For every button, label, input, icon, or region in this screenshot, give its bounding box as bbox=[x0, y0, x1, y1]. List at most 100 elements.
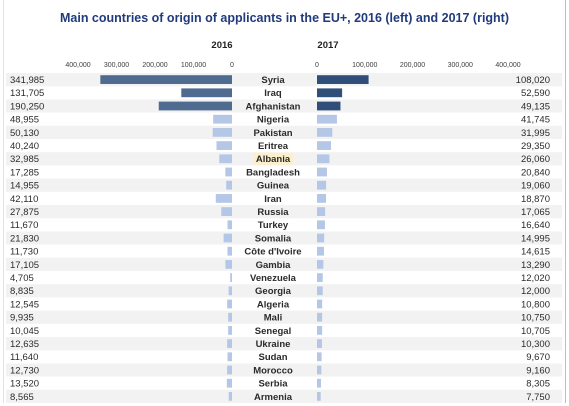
value-label-2017: 108,020 bbox=[516, 75, 550, 86]
bar-2016 bbox=[216, 141, 232, 150]
bar-2017 bbox=[317, 141, 332, 150]
category-label: Mali bbox=[264, 313, 282, 324]
bar-2017 bbox=[317, 101, 341, 111]
value-label-2016: 17,105 bbox=[10, 260, 39, 271]
value-label-2017: 49,135 bbox=[521, 101, 550, 112]
bar-2016 bbox=[227, 352, 232, 362]
bar-2017 bbox=[317, 246, 324, 256]
highlight-marker bbox=[253, 152, 293, 165]
bar-2017 bbox=[317, 114, 337, 124]
bar-2016 bbox=[213, 114, 232, 124]
value-label-2016: 12,635 bbox=[10, 339, 39, 350]
right-axis-tick: 300,000 bbox=[448, 62, 473, 69]
bar-2017 bbox=[317, 207, 326, 216]
bar-2017 bbox=[317, 180, 327, 190]
value-label-2016: 40,240 bbox=[10, 141, 39, 152]
row-stripe bbox=[6, 257, 562, 271]
bar-2017 bbox=[317, 128, 333, 137]
value-label-2017: 10,300 bbox=[521, 339, 550, 350]
value-label-2017: 29,350 bbox=[521, 141, 550, 152]
category-label: Côte d'Ivoire bbox=[244, 247, 301, 258]
category-label: Syria bbox=[261, 75, 285, 86]
bar-2016 bbox=[227, 220, 232, 230]
bar-2017 bbox=[317, 154, 330, 164]
category-label: Afghanistan bbox=[246, 101, 301, 112]
value-label-2016: 21,830 bbox=[10, 233, 39, 244]
value-label-2016: 10,045 bbox=[10, 326, 39, 337]
category-label: Albania bbox=[256, 154, 291, 165]
bar-2016 bbox=[228, 392, 232, 401]
row-stripe bbox=[6, 178, 562, 192]
category-label: Venezuela bbox=[250, 273, 297, 284]
bar-2016 bbox=[227, 246, 232, 256]
bar-2016 bbox=[219, 154, 232, 164]
value-label-2016: 131,705 bbox=[10, 88, 44, 99]
value-label-2016: 8,565 bbox=[10, 392, 34, 403]
value-label-2016: 13,520 bbox=[10, 379, 39, 390]
value-label-2017: 31,995 bbox=[521, 128, 550, 139]
category-label: Iran bbox=[264, 194, 282, 205]
bar-2016 bbox=[212, 128, 232, 137]
bar-2016 bbox=[227, 339, 232, 348]
bar-2017 bbox=[317, 392, 321, 401]
value-label-2017: 12,020 bbox=[521, 273, 550, 284]
value-label-2016: 12,545 bbox=[10, 299, 39, 310]
row-stripe bbox=[6, 125, 562, 139]
category-label: Pakistan bbox=[253, 128, 292, 139]
value-label-2016: 341,985 bbox=[10, 75, 44, 86]
category-label: Eritrea bbox=[258, 141, 289, 152]
bar-2016 bbox=[227, 299, 232, 309]
value-label-2017: 17,065 bbox=[521, 207, 550, 218]
category-label: Senegal bbox=[255, 326, 291, 337]
bar-2016 bbox=[225, 167, 232, 177]
value-label-2017: 41,745 bbox=[521, 115, 550, 126]
left-axis-tick: 0 bbox=[230, 62, 234, 69]
category-label: Serbia bbox=[258, 379, 288, 390]
category-label: Ukraine bbox=[256, 339, 291, 350]
value-label-2016: 4,705 bbox=[10, 273, 34, 284]
bar-2016 bbox=[228, 286, 232, 296]
value-label-2017: 14,615 bbox=[521, 247, 550, 258]
chart-frame bbox=[3, 0, 566, 403]
right-axis-tick: 0 bbox=[315, 62, 319, 69]
value-label-2017: 14,995 bbox=[521, 233, 550, 244]
bar-2016 bbox=[228, 326, 232, 335]
left-axis-tick: 100,000 bbox=[181, 62, 206, 69]
row-stripe bbox=[6, 310, 562, 324]
bar-2016 bbox=[228, 312, 232, 322]
bar-2016 bbox=[230, 273, 232, 282]
bar-2017 bbox=[317, 75, 369, 84]
value-label-2017: 18,870 bbox=[521, 194, 550, 205]
bar-2016 bbox=[223, 233, 232, 243]
bar-2016 bbox=[221, 207, 232, 216]
bar-2016 bbox=[225, 260, 232, 269]
bar-2017 bbox=[317, 88, 343, 98]
year-header-2017: 2017 bbox=[317, 40, 338, 51]
value-label-2017: 9,160 bbox=[526, 365, 550, 376]
left-axis-tick: 200,000 bbox=[142, 62, 167, 69]
value-label-2016: 50,130 bbox=[10, 128, 39, 139]
value-label-2016: 32,985 bbox=[10, 154, 39, 165]
value-label-2017: 13,290 bbox=[521, 260, 550, 271]
category-label: Algeria bbox=[257, 299, 290, 310]
bar-2016 bbox=[226, 180, 232, 190]
bar-2017 bbox=[317, 167, 327, 177]
value-label-2016: 12,730 bbox=[10, 365, 39, 376]
bar-2017 bbox=[317, 352, 322, 362]
bar-2017 bbox=[317, 378, 321, 388]
value-label-2017: 9,670 bbox=[526, 352, 550, 363]
bar-2016 bbox=[100, 75, 232, 84]
value-label-2017: 52,590 bbox=[521, 88, 550, 99]
value-label-2017: 10,800 bbox=[521, 299, 550, 310]
category-label: Guinea bbox=[257, 181, 290, 192]
row-stripe bbox=[6, 205, 562, 219]
right-axis-tick: 100,000 bbox=[352, 62, 377, 69]
left-axis-tick: 400,000 bbox=[65, 62, 90, 69]
bar-2017 bbox=[317, 312, 323, 322]
bar-2017 bbox=[317, 286, 323, 296]
bar-2016 bbox=[158, 101, 232, 111]
value-label-2017: 16,640 bbox=[521, 220, 550, 231]
bar-2016 bbox=[227, 365, 232, 375]
category-label: Iraq bbox=[264, 88, 282, 99]
